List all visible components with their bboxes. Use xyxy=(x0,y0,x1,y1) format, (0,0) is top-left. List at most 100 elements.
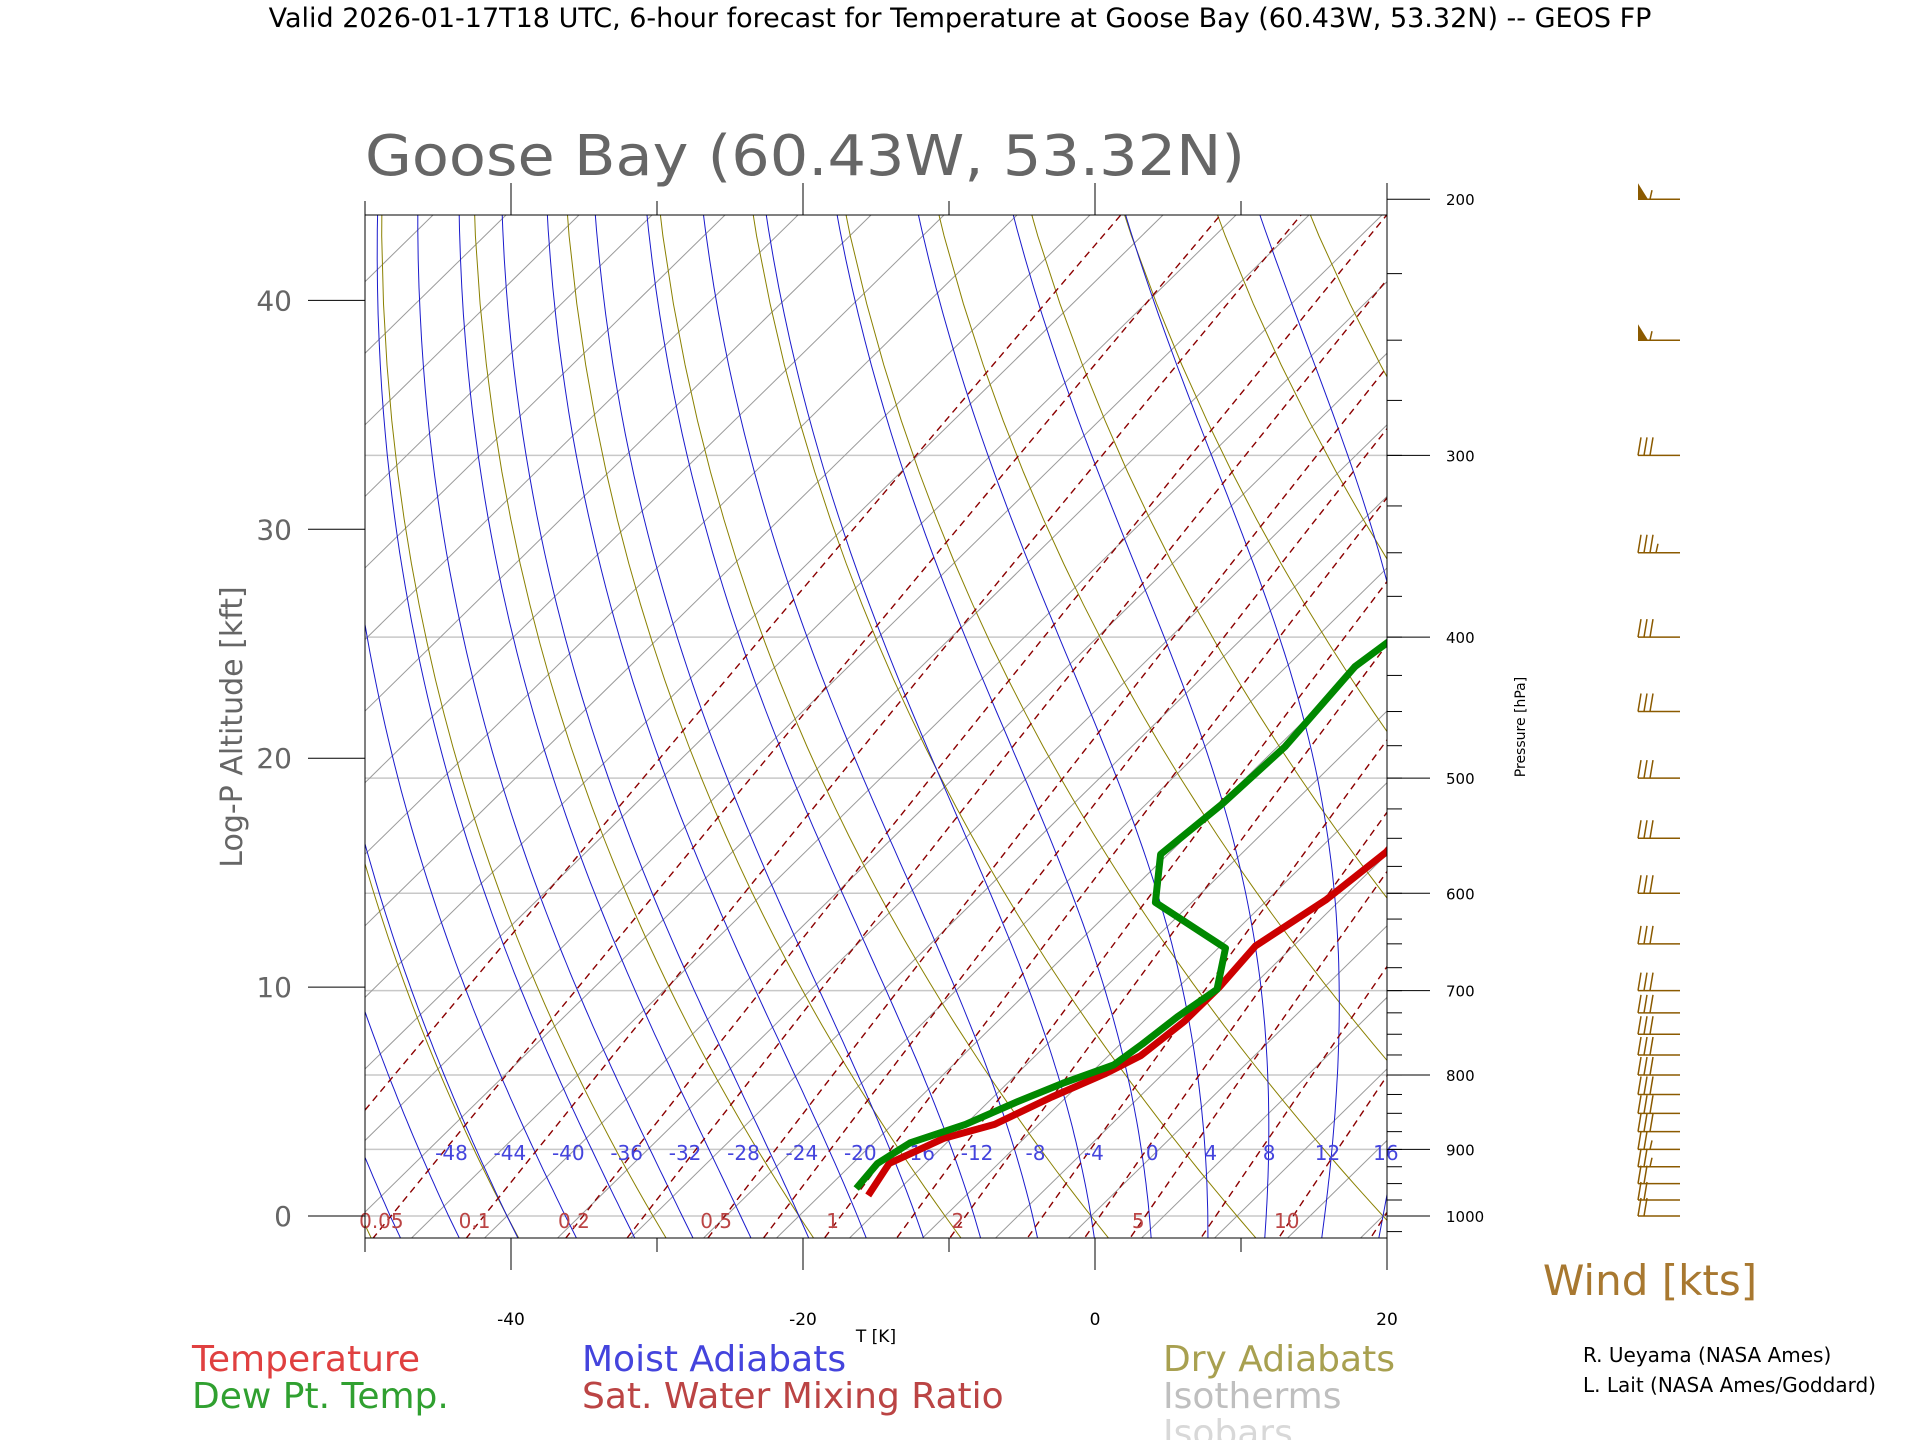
wind-pennant xyxy=(1638,324,1648,341)
wind-full-barb xyxy=(1643,1131,1648,1150)
isotherm-line xyxy=(365,215,653,498)
mixing-ratio-line xyxy=(1083,811,1387,1238)
wind-full-barb xyxy=(1649,820,1654,839)
wind-full-barb xyxy=(1637,972,1642,991)
moist-adiabat-line xyxy=(365,841,519,1238)
moist-adiabat-line xyxy=(1652,0,1920,1276)
moist-adiabat-line xyxy=(365,621,577,1238)
wind-full-barb xyxy=(1637,1113,1642,1132)
left-axis-title: Log-P Altitude [kft] xyxy=(215,586,250,867)
mixing-ratio-line xyxy=(1414,0,1920,1276)
isotherm-label: -12 xyxy=(961,1141,994,1165)
dewpoint-line xyxy=(853,638,1387,1191)
wind-full-barb xyxy=(1643,820,1648,839)
wind-barbs xyxy=(1637,183,1680,1217)
mixing-ratio-line xyxy=(465,215,1302,1238)
wind-full-barb xyxy=(1643,1165,1648,1184)
mixing-ratio-line xyxy=(1129,870,1387,1238)
wind-full-barb xyxy=(1649,534,1654,553)
isotherm-label: -44 xyxy=(494,1141,527,1165)
moist-adiabat-line xyxy=(501,215,810,1238)
credit-line-1: R. Ueyama (NASA Ames) xyxy=(1583,1343,1831,1367)
wind-full-barb xyxy=(1649,693,1654,712)
mixing-ratio-line xyxy=(1200,965,1387,1238)
isotherm-line xyxy=(1580,215,1920,1238)
isotherm-label: -20 xyxy=(844,1141,877,1165)
x-tick-label: 20 xyxy=(1376,1310,1398,1330)
wind-full-barb xyxy=(1643,437,1648,456)
wind-barb xyxy=(1637,693,1680,713)
moist-adiabat-line xyxy=(594,215,925,1238)
pressure-tick-label: 300 xyxy=(1446,447,1475,465)
wind-pennant xyxy=(1638,183,1648,200)
wind-barb xyxy=(1637,1036,1680,1056)
wind-barb xyxy=(1637,1148,1680,1168)
legend-dry-adiabats: Dry Adiabats xyxy=(1163,1339,1395,1380)
wind-barb xyxy=(1637,1181,1680,1201)
dry-adiabat-line xyxy=(1643,0,1920,1276)
dry-adiabat-line xyxy=(1031,215,1387,899)
x-tick-label: 0 xyxy=(1090,1310,1101,1330)
wind-full-barb xyxy=(1637,1036,1642,1056)
alt-tick-label: 30 xyxy=(256,513,292,546)
moist-adiabat-line xyxy=(1012,215,1270,1238)
alt-tick-label: 0 xyxy=(274,1200,292,1233)
wind-full-barb xyxy=(1643,759,1648,779)
wind-barb xyxy=(1637,820,1680,840)
wind-full-barb xyxy=(1643,972,1648,991)
right-axis-title: Pressure [hPa] xyxy=(1513,677,1529,777)
dry-adiabat-line xyxy=(752,215,1257,1238)
wind-full-barb xyxy=(1637,534,1642,553)
isotherm-line xyxy=(1141,996,1387,1238)
wind-full-barb xyxy=(1637,994,1642,1013)
mixing-ratio-label: 10 xyxy=(1274,1209,1299,1233)
moist-adiabat-line xyxy=(1482,0,1638,1276)
pressure-tick-label: 200 xyxy=(1446,191,1475,209)
pressure-tick-label: 500 xyxy=(1446,770,1475,788)
axes: 0102030402003004005006007008009001000-40… xyxy=(256,183,1484,1330)
wind-full-barb xyxy=(1637,1131,1642,1150)
isotherm-line xyxy=(557,424,1387,1238)
wind-barb xyxy=(1637,1076,1680,1096)
wind-full-barb xyxy=(1643,618,1648,638)
pressure-tick-label: 600 xyxy=(1446,885,1475,903)
wind-full-barb xyxy=(1649,1016,1654,1035)
isotherm-line xyxy=(1214,1068,1387,1238)
x-tick-label: -40 xyxy=(497,1310,525,1330)
dry-adiabat-line xyxy=(474,215,815,1238)
wind-full-barb xyxy=(1643,534,1648,553)
legend-moist-adiabats: Moist Adiabats xyxy=(582,1339,846,1380)
credits: R. Ueyama (NASA Ames) L. Lait (NASA Ames… xyxy=(1583,1343,1876,1397)
wind-full-barb xyxy=(1643,1076,1648,1095)
isotherm-line xyxy=(1434,215,1920,1238)
wind-barb xyxy=(1638,324,1680,341)
wind-full-barb xyxy=(1637,820,1642,839)
moist-adiabat-line xyxy=(702,215,1039,1238)
wind-label: Wind [kts] xyxy=(1543,1256,1757,1305)
isotherm-line xyxy=(0,215,360,1238)
wind-barb xyxy=(1637,759,1680,779)
wind-half-barb xyxy=(1649,1140,1653,1150)
wind-full-barb xyxy=(1637,1056,1642,1076)
mixing-ratio-line xyxy=(564,215,1387,1238)
moist-adiabat-line xyxy=(1538,0,1782,1276)
wind-barb xyxy=(1637,618,1680,638)
wind-full-barb xyxy=(1637,437,1642,456)
isotherm-line xyxy=(995,853,1387,1238)
isotherm-line xyxy=(411,280,1387,1238)
pressure-tick-label: 900 xyxy=(1446,1141,1475,1159)
alt-tick-label: 40 xyxy=(256,284,292,317)
moist-adiabat-line xyxy=(417,215,694,1238)
isotherm-line xyxy=(365,215,1018,855)
wind-full-barb xyxy=(1649,994,1654,1013)
legend: Temperature Dew Pt. Temp. Moist Adiabats… xyxy=(191,1339,1395,1440)
moist-adiabat-line xyxy=(1125,215,1340,1238)
mixing-ratio-line xyxy=(762,427,1387,1238)
dry-adiabat-line xyxy=(845,215,1387,1222)
dry-adiabat-line xyxy=(1310,0,1920,1276)
isotherm-line xyxy=(365,215,799,641)
dry-adiabat-line xyxy=(1726,0,1920,1276)
dry-adiabat-line xyxy=(566,215,962,1238)
moist-adiabat-line xyxy=(646,215,982,1238)
wind-barb xyxy=(1637,1131,1680,1151)
